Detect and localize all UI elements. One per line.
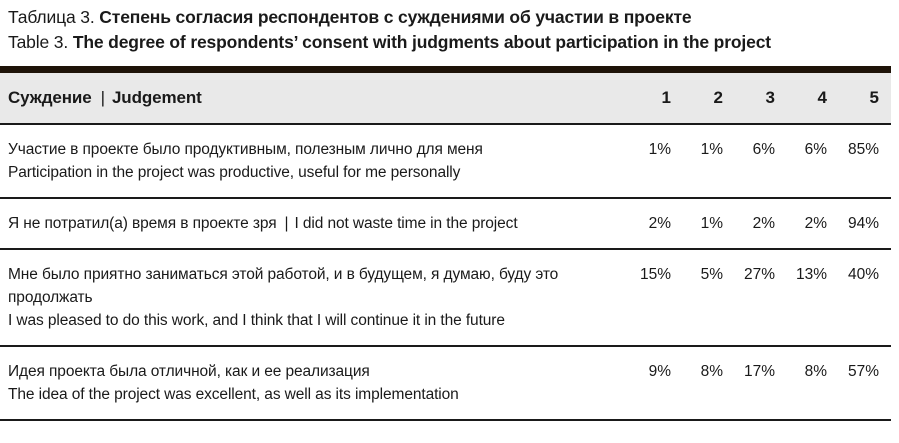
table-header-row: Суждение | Judgement 1 2 3 4 5: [0, 66, 891, 125]
column-header-judgement-en: Judgement: [111, 88, 202, 107]
column-header-scale-5: 5: [839, 66, 891, 125]
caption-text-ru: Степень согласия респондентов с суждения…: [99, 7, 692, 27]
judgement-cell: Я не потратил(а) время в проекте зря | I d…: [0, 198, 631, 250]
column-header-scale-4: 4: [787, 66, 839, 125]
value-cell-2: 8%: [683, 346, 735, 421]
value-cell-2: 1%: [683, 124, 735, 199]
value-cell-1: 9%: [631, 346, 683, 421]
column-header-judgement-ru: Суждение: [8, 88, 92, 107]
judgement-text-ru: Я не потратил(а) время в проекте зря: [8, 215, 277, 232]
caption-label-ru: Таблица 3.: [8, 7, 95, 27]
column-header-scale-2: 2: [683, 66, 735, 125]
column-header-judgement: Суждение | Judgement: [0, 66, 631, 125]
value-cell-5: 57%: [839, 346, 891, 421]
caption-label-en: Table 3.: [8, 32, 69, 52]
value-cell-1: 2%: [631, 198, 683, 250]
table-header: Суждение | Judgement 1 2 3 4 5: [0, 66, 891, 125]
value-cell-3: 27%: [735, 249, 787, 347]
value-cell-5: 94%: [839, 198, 891, 250]
judgement-cell: Участие в проекте было продуктивным, пол…: [0, 124, 631, 199]
judgement-text-en: The idea of the project was excellent, a…: [8, 386, 459, 403]
caption-line-en: Table 3. The degree of respondents’ cons…: [8, 30, 891, 55]
table-row: Идея проекта была отличной, как и ее реа…: [0, 346, 891, 421]
caption-line-ru: Таблица 3. Степень согласия респондентов…: [8, 5, 891, 30]
header-separator: |: [100, 88, 105, 107]
judgement-separator: |: [284, 215, 289, 232]
table-caption: Таблица 3. Степень согласия респондентов…: [0, 0, 899, 55]
value-cell-4: 13%: [787, 249, 839, 347]
table-body: Участие в проекте было продуктивным, пол…: [0, 124, 891, 421]
judgement-cell: Мне было приятно заниматься этой работой…: [0, 249, 631, 347]
value-cell-1: 15%: [631, 249, 683, 347]
value-cell-1: 1%: [631, 124, 683, 199]
value-cell-5: 40%: [839, 249, 891, 347]
caption-text-en: The degree of respondents’ consent with …: [72, 32, 771, 52]
value-cell-3: 6%: [735, 124, 787, 199]
value-cell-2: 5%: [683, 249, 735, 347]
value-cell-4: 2%: [787, 198, 839, 250]
value-cell-5: 85%: [839, 124, 891, 199]
column-header-scale-3: 3: [735, 66, 787, 125]
value-cell-3: 17%: [735, 346, 787, 421]
value-cell-4: 8%: [787, 346, 839, 421]
consent-table: Суждение | Judgement 1 2 3 4 5 Участие в п…: [0, 66, 891, 421]
judgement-text-ru: Идея проекта была отличной, как и ее реа…: [8, 363, 370, 380]
table-row: Участие в проекте было продуктивным, пол…: [0, 124, 891, 199]
judgement-cell: Идея проекта была отличной, как и ее реа…: [0, 346, 631, 421]
judgement-text-en: Participation in the project was product…: [8, 164, 461, 181]
column-header-scale-1: 1: [631, 66, 683, 125]
value-cell-4: 6%: [787, 124, 839, 199]
judgement-text-en: I was pleased to do this work, and I thi…: [8, 312, 505, 329]
judgement-text-ru: Участие в проекте было продуктивным, пол…: [8, 141, 483, 158]
value-cell-2: 1%: [683, 198, 735, 250]
table-row: Мне было приятно заниматься этой работой…: [0, 249, 891, 347]
judgement-text-ru: Мне было приятно заниматься этой работой…: [8, 266, 559, 306]
value-cell-3: 2%: [735, 198, 787, 250]
table-row: Я не потратил(а) время в проекте зря | I d…: [0, 198, 891, 250]
judgement-text-en: I did not waste time in the project: [294, 215, 518, 232]
